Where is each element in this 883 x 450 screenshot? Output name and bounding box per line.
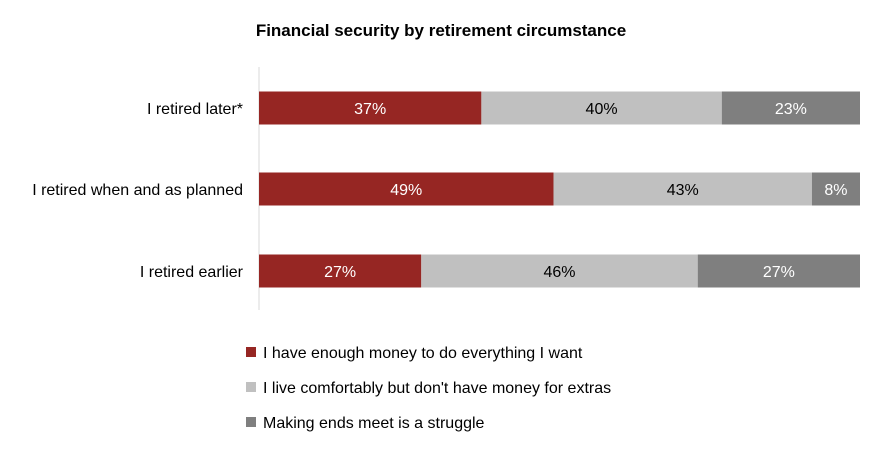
data-label: 8% bbox=[824, 182, 847, 199]
category-label: I retired later* bbox=[147, 101, 243, 118]
bar-segment bbox=[721, 91, 860, 125]
chart-title: Financial security by retirement circums… bbox=[256, 21, 626, 40]
legend-swatch bbox=[246, 382, 256, 392]
legend-label: Making ends meet is a struggle bbox=[263, 415, 485, 432]
data-label: 40% bbox=[586, 101, 618, 118]
data-label: 27% bbox=[324, 264, 356, 281]
data-label: 49% bbox=[390, 182, 422, 199]
data-label: 37% bbox=[354, 101, 386, 118]
data-label: 23% bbox=[775, 101, 807, 118]
bar-segment bbox=[259, 91, 482, 125]
data-label: 27% bbox=[763, 264, 795, 281]
bars-group: I retired later* 37% 40% 23% I retired when … bbox=[32, 91, 860, 288]
legend-swatch bbox=[246, 347, 256, 357]
category-label: I retired when and as planned bbox=[32, 182, 243, 199]
category-label: I retired earlier bbox=[140, 264, 244, 281]
bar-segment bbox=[697, 254, 860, 288]
legend-label: I live comfortably but don't have money … bbox=[263, 380, 611, 397]
bar-segment bbox=[481, 91, 722, 125]
bar-segment bbox=[553, 172, 812, 206]
bar-segment bbox=[259, 254, 422, 288]
data-label: 43% bbox=[667, 182, 699, 199]
legend: I have enough money to do everything I w… bbox=[246, 345, 611, 432]
legend-label: I have enough money to do everything I w… bbox=[263, 345, 583, 362]
bar-segment bbox=[811, 172, 860, 206]
data-label: 46% bbox=[543, 264, 575, 281]
bar-segment bbox=[421, 254, 698, 288]
legend-swatch bbox=[246, 417, 256, 427]
bar-segment bbox=[259, 172, 554, 206]
